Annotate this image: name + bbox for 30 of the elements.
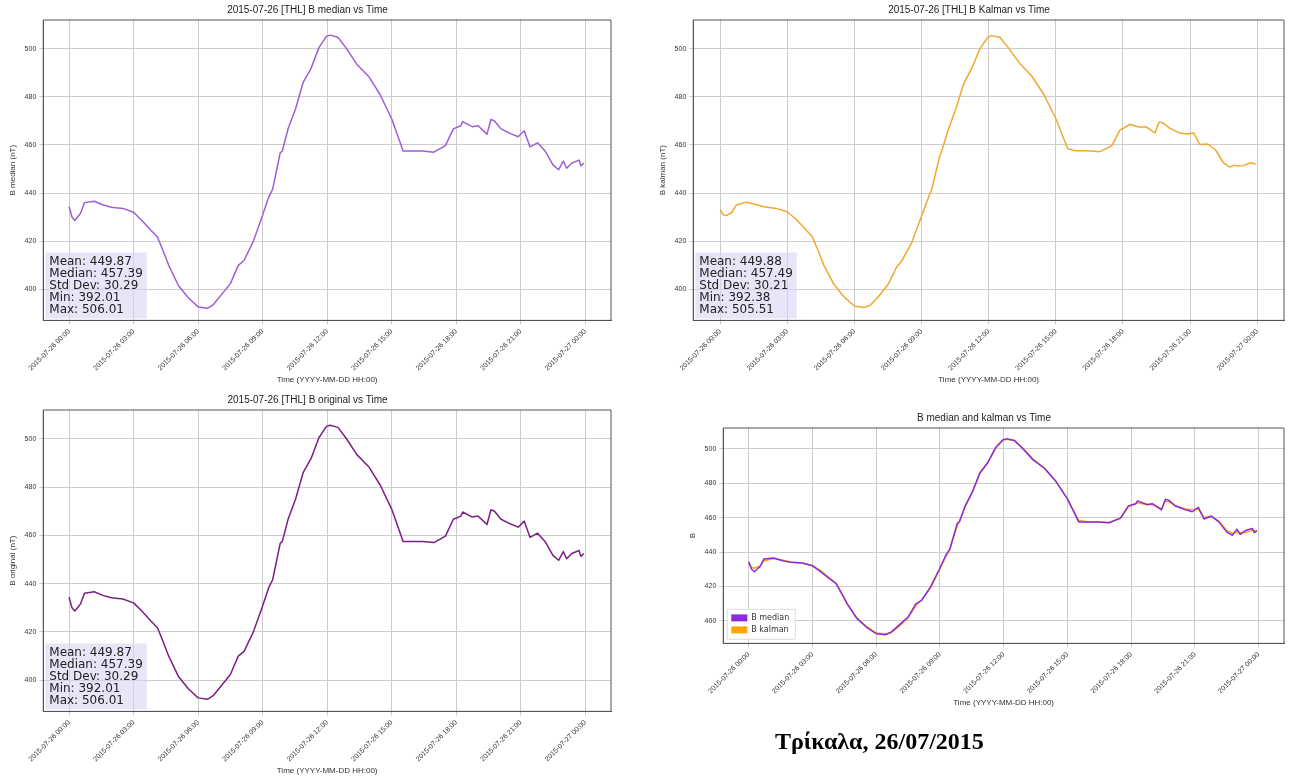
annotation: Median: 457.39 [49,656,143,671]
x-axis-title: Time (YYYY-MM-DD HH:00) [953,698,1055,708]
legend-label: B kalman [751,625,789,635]
y-axis-title: B kalman (nT) [658,144,667,196]
x-axis-title: Time (YYYY-MM-DD HH:00) [276,375,378,385]
legend-label: B median [751,613,790,623]
annotation: Max: 505.51 [699,301,774,316]
annotation: Mean: 449.88 [699,253,782,268]
y-axis-title: B median (nT) [8,144,17,196]
chart-title: 2015-07-26 [THL] B original vs Time [227,393,388,405]
annotation: Max: 506.01 [49,301,124,316]
annotation: Median: 457.39 [49,265,143,280]
x-axis-title: Time (YYYY-MM-DD HH:00) [276,766,378,776]
annotation: Std Dev: 30.21 [699,277,789,292]
chart-title: 2015-07-26 [THL] B median vs Time [227,3,389,15]
annotation: Std Dev: 30.29 [49,277,139,292]
annotation: Min: 392.38 [699,289,771,304]
annotation: Mean: 449.87 [49,644,132,659]
chart-title: B median and kalman vs Time [917,411,1052,423]
chart-title: 2015-07-26 [THL] B Kalman vs Time [888,3,1051,15]
x-axis-title: Time (YYYY-MM-DD HH:00) [938,375,1040,385]
annotation: Min: 392.01 [49,680,121,695]
annotation: Min: 392.01 [49,289,121,304]
annotation: Max: 506.01 [49,692,124,707]
text: Τρίκαλα, 26/07/2015 [775,728,984,755]
annotation: Std Dev: 30.29 [49,668,139,683]
annotation: Mean: 449.87 [49,253,132,268]
y-axis-title: B original (nT) [8,535,17,586]
annotation: Median: 457.49 [699,265,793,280]
y-axis-title: B [688,533,697,539]
